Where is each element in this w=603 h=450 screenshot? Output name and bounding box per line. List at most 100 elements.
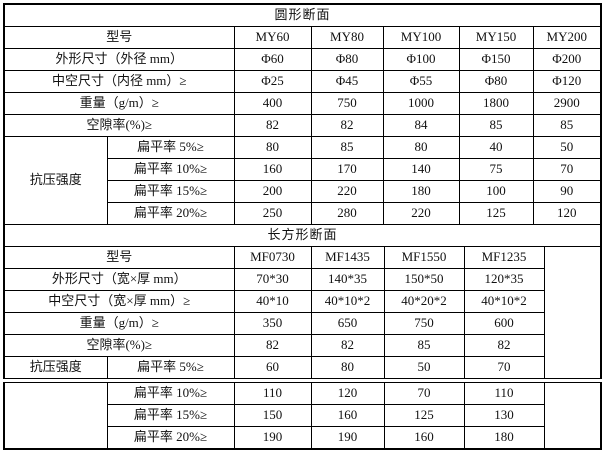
row-label-flat10: 扁平率 10%≥ [106, 382, 235, 405]
value-cell: 140 [382, 158, 460, 181]
table-row: 型号 MF0730 MF1435 MF1550 MF1235 [3, 246, 602, 379]
table-row: 空隙率(%)≥ 82 82 84 85 85 [3, 114, 602, 137]
rect-section-table-continued: 扁平率 10%≥ 110 120 70 110 扁平率 15%≥ 150 160… [3, 382, 602, 450]
empty-cell [543, 382, 602, 450]
table-row: 扁平率 10%≥ 110 120 70 110 [3, 382, 602, 450]
model-cell: MF1235 [463, 246, 545, 269]
value-cell: 85 [383, 334, 465, 357]
table-row: 扁平率 20%≥ 190 190 160 180 [4, 426, 601, 450]
row-label-flat5: 扁平率 5%≥ [106, 136, 235, 159]
value-cell: 170 [310, 158, 384, 181]
model-cell: MY150 [458, 26, 534, 49]
model-cell: MF1550 [383, 246, 465, 269]
table-row: 重量（g/m）≥ 400 750 1000 1800 2900 [3, 92, 602, 115]
value-cell: Φ80 [458, 70, 534, 93]
table-row: 空隙率(%)≥ 82 82 85 82 [3, 334, 601, 357]
empty-cell [3, 382, 108, 450]
table-row: 重量（g/m）≥ 350 650 750 600 [3, 312, 601, 335]
row-label-flat20: 扁平率 20%≥ [106, 202, 235, 225]
value-cell: 160 [233, 158, 312, 181]
model-cell: MY100 [382, 26, 460, 49]
row-label-flat15: 扁平率 15%≥ [106, 404, 235, 427]
value-cell: 85 [458, 114, 534, 137]
value-cell: 50 [532, 136, 602, 159]
value-cell: 82 [463, 334, 545, 357]
value-cell: 110 [233, 382, 312, 405]
value-cell: 120 [532, 202, 602, 225]
value-cell: 130 [463, 404, 545, 427]
value-cell: Φ25 [233, 70, 312, 93]
value-cell: 120 [310, 382, 385, 405]
model-cell: MY80 [310, 26, 384, 49]
value-cell: Φ45 [310, 70, 384, 93]
table-row: 扁平率 15%≥ 150 160 125 130 [4, 404, 601, 427]
value-cell: 70 [383, 382, 465, 405]
row-label-weight: 重量（g/m）≥ [3, 312, 235, 335]
value-cell: Φ150 [458, 48, 534, 71]
value-cell: 40*10 [233, 290, 312, 313]
value-cell: Φ60 [233, 48, 312, 71]
row-label-strength: 抗压强度 [3, 356, 108, 379]
empty-cell [543, 246, 602, 379]
value-cell: 150*50 [383, 268, 465, 291]
value-cell: 120*35 [463, 268, 545, 291]
value-cell: 140*35 [310, 268, 385, 291]
table-row: 圆形断面 [3, 3, 602, 27]
value-cell: 125 [383, 404, 465, 427]
value-cell: 750 [310, 92, 384, 115]
value-cell: 600 [463, 312, 545, 335]
value-cell: 75 [458, 158, 534, 181]
value-cell: 180 [382, 180, 460, 203]
value-cell: 50 [383, 356, 465, 379]
value-cell: 125 [458, 202, 534, 225]
value-cell: 150 [233, 404, 312, 427]
model-cell: MF0730 [233, 246, 312, 269]
value-cell: 82 [310, 334, 385, 357]
value-cell: 85 [532, 114, 602, 137]
row-label-hollow-dim: 中空尺寸（宽×厚 mm）≥ [3, 290, 235, 313]
value-cell: Φ80 [310, 48, 384, 71]
value-cell: 70*30 [233, 268, 312, 291]
value-cell: 40*10*2 [310, 290, 385, 313]
value-cell: Φ55 [382, 70, 460, 93]
value-cell: 100 [458, 180, 534, 203]
value-cell: 200 [233, 180, 312, 203]
table-row: 中空尺寸（内径 mm）≥ Φ25 Φ45 Φ55 Φ80 Φ120 [3, 70, 602, 93]
value-cell: Φ120 [532, 70, 602, 93]
row-label-flat20: 扁平率 20%≥ [106, 426, 235, 450]
value-cell: Φ100 [382, 48, 460, 71]
table-row: 外形尺寸（宽×厚 mm） 70*30 140*35 150*50 120*35 [3, 268, 601, 291]
value-cell: 40 [458, 136, 534, 159]
row-label-outer-dim: 外形尺寸（外径 mm） [3, 48, 235, 71]
value-cell: 190 [233, 426, 312, 450]
table-row: 扁平率 10%≥ 160 170 140 75 70 [4, 158, 602, 181]
value-cell: 85 [310, 136, 384, 159]
value-cell: 1800 [458, 92, 534, 115]
table-row: 外形尺寸（外径 mm） Φ60 Φ80 Φ100 Φ150 Φ200 [3, 48, 602, 71]
row-label-outer-dim: 外形尺寸（宽×厚 mm） [3, 268, 235, 291]
row-label-hollow-dim: 中空尺寸（内径 mm）≥ [3, 70, 235, 93]
model-cell: MF1435 [310, 246, 385, 269]
value-cell: 80 [233, 136, 312, 159]
value-cell: 180 [463, 426, 545, 450]
section-title-rect: 长方形断面 [3, 225, 602, 247]
value-cell: 190 [310, 426, 385, 450]
model-cell: MY200 [532, 26, 602, 49]
value-cell: 82 [233, 114, 312, 137]
value-cell: 220 [382, 202, 460, 225]
circular-section-table: 圆形断面 型号 MY60 MY80 MY100 MY150 MY200 外形尺寸… [3, 3, 602, 225]
value-cell: 80 [382, 136, 460, 159]
table-row: 中空尺寸（宽×厚 mm）≥ 40*10 40*10*2 40*20*2 40*1… [3, 290, 601, 313]
row-label-porosity: 空隙率(%)≥ [3, 114, 235, 137]
model-cell: MY60 [233, 26, 312, 49]
row-label-weight: 重量（g/m）≥ [3, 92, 235, 115]
row-label-flat15: 扁平率 15%≥ [106, 180, 235, 203]
row-label-porosity: 空隙率(%)≥ [3, 334, 235, 357]
value-cell: 40*20*2 [383, 290, 465, 313]
table-row: 长方形断面 [3, 225, 602, 247]
table-row: 抗压强度 扁平率 5%≥ 60 80 50 70 [3, 356, 601, 379]
value-cell: 650 [310, 312, 385, 335]
table-row: 型号 MY60 MY80 MY100 MY150 MY200 [3, 26, 602, 49]
value-cell: 250 [233, 202, 312, 225]
